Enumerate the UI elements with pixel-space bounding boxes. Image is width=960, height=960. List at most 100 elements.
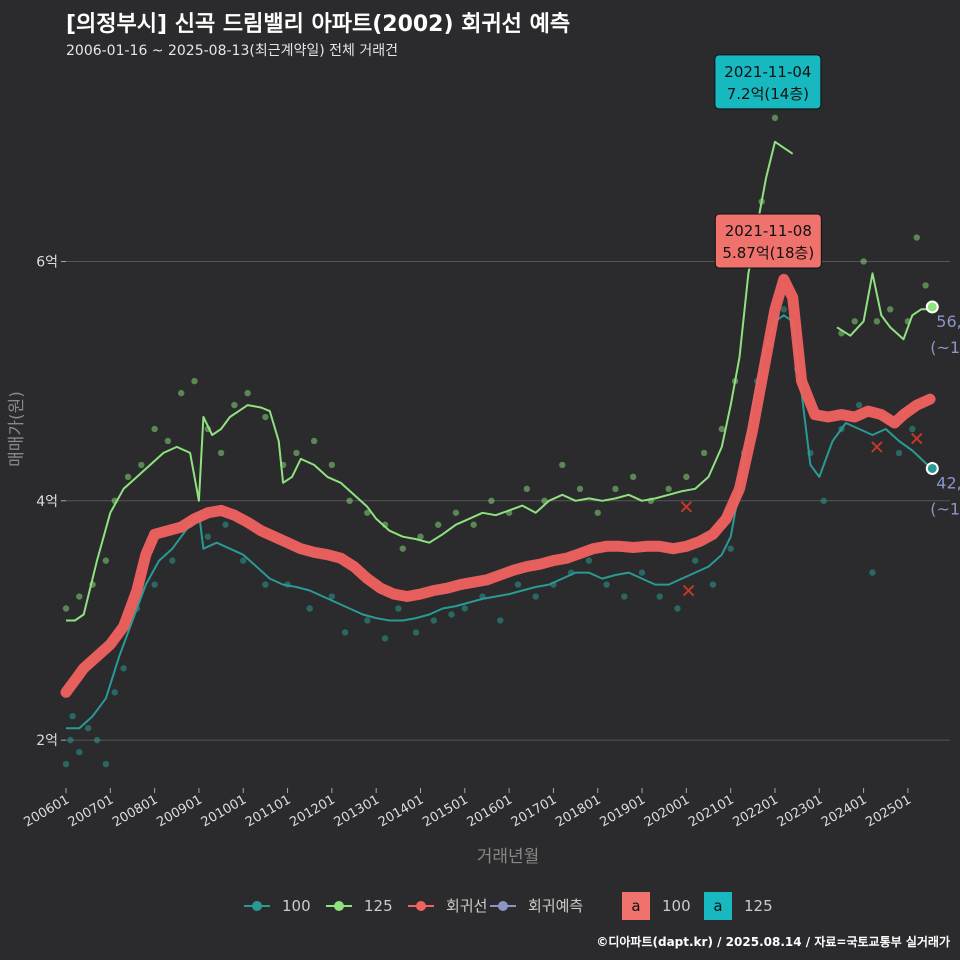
scatter-point-100 <box>381 635 389 642</box>
scatter-point-100 <box>895 449 903 457</box>
x-tick-label: 201001 <box>199 792 249 830</box>
scatter-point-125 <box>62 605 70 612</box>
x-tick-label: 201701 <box>509 792 559 830</box>
x-axis-title: 거래년월 <box>477 847 540 867</box>
scatter-point-100 <box>120 665 127 672</box>
scatter-point-125 <box>417 533 424 540</box>
scatter-point-100 <box>692 557 699 564</box>
callout-value: 5.87억(18층) <box>722 244 814 262</box>
regression-mark <box>911 432 923 445</box>
scatter-point-125 <box>576 485 584 493</box>
scatter-point-100 <box>532 593 539 600</box>
x-tick-label: 202101 <box>686 792 736 830</box>
scatter-point-125 <box>76 593 83 600</box>
x-tick-label: 201501 <box>420 792 470 830</box>
legend-key-glyph: a <box>631 897 640 915</box>
scatter-point-100 <box>603 581 610 588</box>
scatter-point-125 <box>138 461 145 469</box>
y-tick-label: 6억 <box>36 254 58 270</box>
x-tick-label: 201201 <box>287 792 337 830</box>
legend-key-dot <box>498 901 508 911</box>
scatter-point-125 <box>700 449 708 457</box>
scatter-point-100 <box>869 569 876 576</box>
x-tick-label: 201301 <box>332 792 382 830</box>
scatter-point-100 <box>328 593 336 600</box>
x-tick-label: 200801 <box>110 792 160 830</box>
scatter-point-125 <box>231 401 238 409</box>
legend-label: 100 <box>662 897 691 915</box>
scatter-point-100 <box>448 611 455 618</box>
scatter-point-125 <box>399 545 406 552</box>
scatter-point-125 <box>559 461 566 469</box>
callout-box <box>714 54 822 110</box>
x-tick-label: 200901 <box>154 792 204 830</box>
x-tick-label: 200601 <box>22 792 72 830</box>
scatter-point-100 <box>855 401 863 409</box>
scatter-point-125 <box>364 509 371 516</box>
x-tick-label: 202301 <box>775 792 825 830</box>
x-tick-label: 201401 <box>376 792 426 830</box>
scatter-point-125 <box>851 318 858 325</box>
scatter-point-125 <box>293 449 300 457</box>
scatter-point-125 <box>873 318 881 325</box>
legend-key-box <box>704 892 732 920</box>
scatter-point-125 <box>217 449 225 457</box>
scatter-point-125 <box>328 461 336 469</box>
x-tick-label: 202001 <box>642 792 692 830</box>
x-tick-label: 201101 <box>243 792 293 830</box>
x-tick-label: 202201 <box>730 792 780 830</box>
scatter-point-125 <box>124 473 132 481</box>
scatter-point-100 <box>262 581 269 588</box>
scatter-point-100 <box>204 533 211 540</box>
x-tick-label: 200701 <box>66 792 116 830</box>
scatter-point-100 <box>102 760 110 768</box>
scatter-point-125 <box>346 497 353 504</box>
scatter-point-100 <box>727 545 734 552</box>
scatter-point-100 <box>151 581 158 588</box>
scatter-point-125 <box>629 473 637 481</box>
scatter-point-125 <box>665 485 672 493</box>
scatter-point-100 <box>93 736 101 744</box>
callout-value: 7.2억(14층) <box>727 85 809 103</box>
legend-key-glyph: a <box>713 897 722 915</box>
scatter-point-100 <box>67 736 74 744</box>
legend-key-dot <box>416 901 426 911</box>
scatter-point-100 <box>111 689 118 696</box>
scatter-point-100 <box>497 617 504 624</box>
scatter-point-100 <box>341 629 349 636</box>
end-point-marker <box>925 300 939 314</box>
scatter-point-125 <box>262 413 269 421</box>
scatter-point-100 <box>306 605 313 612</box>
scatter-point-100 <box>240 557 247 564</box>
scatter-point-100 <box>76 748 83 756</box>
callout-box <box>714 213 822 269</box>
scatter-point-100 <box>780 306 788 313</box>
legend-label: 회귀선 <box>446 897 487 915</box>
legend-key-dot <box>334 901 344 911</box>
scatter-point-100 <box>395 605 402 612</box>
scatter-point-125 <box>594 509 601 516</box>
regression-line <box>60 273 936 698</box>
regression-mark <box>682 584 695 597</box>
scatter-point-125 <box>435 521 442 528</box>
scatter-point-100 <box>656 593 663 600</box>
end-point-marker <box>925 461 939 475</box>
scatter-point-100 <box>169 557 176 564</box>
scatter-point-100 <box>709 581 717 588</box>
scatter-point-125 <box>470 521 477 528</box>
scatter-point-125 <box>683 473 690 481</box>
scatter-point-100 <box>820 497 827 504</box>
chart-title: [의정부시] 신곡 드림밸리 아파트(2002) 회귀선 예측 <box>66 12 571 37</box>
scatter-point-125 <box>151 425 158 433</box>
legend-label: 125 <box>744 897 773 915</box>
y-tick-label: 4억 <box>36 494 58 510</box>
scatter-point-125 <box>488 497 495 504</box>
scatter-point-100 <box>84 724 92 732</box>
series-line-125-b <box>836 272 931 341</box>
callout-date: 2021-11-04 <box>724 63 811 81</box>
y-axis-title: 매매가(원) <box>7 391 27 467</box>
scatter-point-100 <box>69 713 76 720</box>
scatter-point-125 <box>191 377 198 385</box>
scatter-point-125 <box>310 437 318 445</box>
